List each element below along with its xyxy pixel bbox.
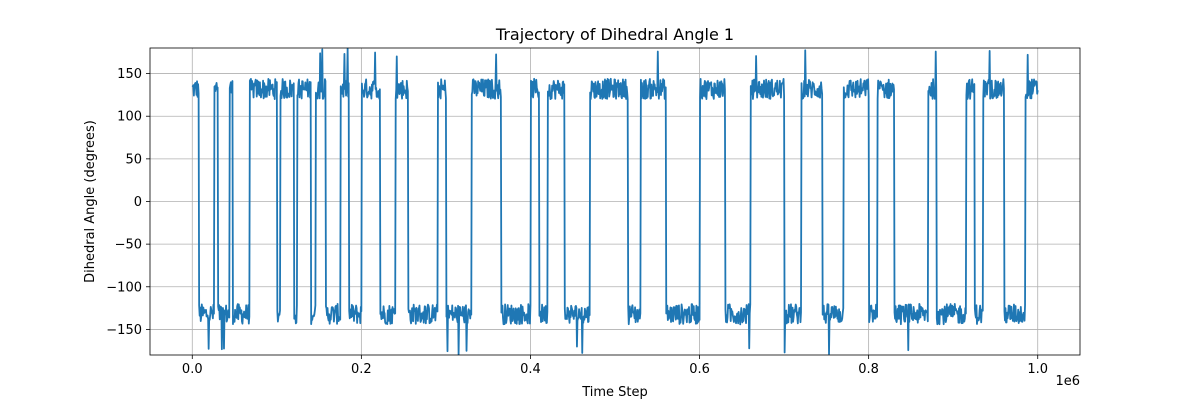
y-tick-label: 100 bbox=[117, 110, 142, 125]
grid-lines bbox=[150, 48, 1080, 355]
x-tick-label: 0.0 bbox=[182, 362, 203, 377]
x-tick-label: 0.4 bbox=[520, 362, 541, 377]
axis-ticks: 0.0 0.2 0.4 0.6 0.8 1.0 −150 −100 −50 0 50 100 150 bbox=[106, 67, 1048, 377]
chart-title: Trajectory of Dihedral Angle 1 bbox=[495, 25, 734, 44]
y-tick-label: 150 bbox=[117, 67, 142, 82]
x-axis-offset-label: 1e6 bbox=[1055, 374, 1080, 389]
x-tick-label: 0.6 bbox=[689, 362, 710, 377]
series-layer bbox=[191, 48, 1039, 355]
y-tick-label: −150 bbox=[106, 323, 142, 338]
y-tick-label: 0 bbox=[134, 195, 142, 210]
y-axis-title: Dihedral Angle (degrees) bbox=[83, 120, 98, 283]
x-axis-title: Time Step bbox=[581, 385, 648, 400]
y-tick-label: 50 bbox=[125, 152, 142, 167]
series-line-dihedral-angle-1 bbox=[191, 48, 1039, 355]
y-tick-label: −50 bbox=[115, 238, 142, 253]
x-tick-label: 1.0 bbox=[1027, 362, 1048, 377]
y-tick-label: −100 bbox=[106, 280, 142, 295]
x-tick-label: 0.8 bbox=[858, 362, 879, 377]
x-tick-label: 0.2 bbox=[351, 362, 372, 377]
